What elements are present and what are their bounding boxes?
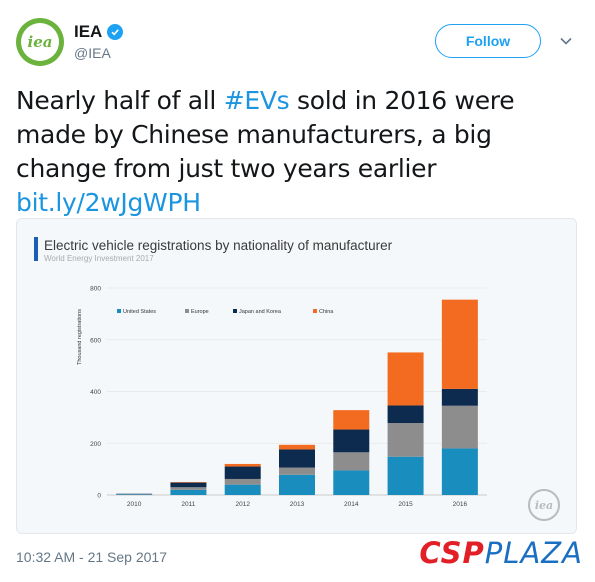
bar-segment bbox=[279, 467, 315, 475]
display-name[interactable]: IEA bbox=[74, 22, 103, 41]
bar-segment bbox=[387, 456, 424, 495]
follow-button[interactable]: Follow bbox=[435, 24, 541, 58]
x-tick-label: 2011 bbox=[181, 501, 195, 508]
tweet-text-part: sold in 2016 were made by Chinese manufa… bbox=[16, 86, 515, 183]
y-tick-label: 800 bbox=[90, 286, 101, 293]
bar-segment bbox=[333, 410, 370, 430]
legend-label: Europe bbox=[191, 309, 209, 315]
bar-segment bbox=[387, 423, 424, 457]
account-name-block: IEA @IEA bbox=[74, 22, 124, 61]
title-accent-bar bbox=[34, 237, 38, 261]
tweet-text-part: Nearly half of all bbox=[16, 86, 224, 115]
bar-segment bbox=[387, 352, 424, 406]
avatar-logo-text: iea bbox=[21, 23, 59, 61]
iea-logo-text: iea bbox=[535, 499, 553, 512]
x-tick-label: 2014 bbox=[344, 501, 359, 508]
tweet-header: iea IEA @IEA Follow bbox=[16, 14, 579, 70]
tweet-timestamp[interactable]: 10:32 AM - 21 Sep 2017 bbox=[16, 549, 167, 565]
chevron-down-icon[interactable] bbox=[559, 34, 573, 48]
bar-segment bbox=[441, 448, 478, 495]
bar-segment bbox=[224, 463, 261, 467]
y-tick-label: 0 bbox=[97, 493, 101, 500]
watermark-part-1: CSP bbox=[419, 536, 485, 570]
watermark-part-2: PLAZA bbox=[484, 536, 583, 570]
bar-segment bbox=[279, 444, 315, 450]
x-tick-label: 2015 bbox=[398, 501, 413, 508]
x-tick-label: 2012 bbox=[235, 501, 250, 508]
bar-segment bbox=[333, 429, 370, 453]
bar-segment bbox=[116, 493, 153, 495]
y-tick-label: 600 bbox=[90, 337, 101, 344]
bar-segment bbox=[224, 478, 261, 485]
y-axis-label: Thousand registrations bbox=[77, 309, 83, 365]
bar-segment bbox=[224, 484, 261, 495]
bar-segment bbox=[387, 405, 424, 424]
stacked-bar-chart: Electric vehicle registrations by nation… bbox=[34, 237, 560, 521]
bar-segment bbox=[170, 489, 207, 495]
display-name-row[interactable]: IEA bbox=[74, 22, 124, 42]
chart-subtitle: World Energy Investment 2017 bbox=[44, 254, 154, 263]
bar-segment bbox=[279, 474, 315, 495]
x-tick-label: 2016 bbox=[453, 501, 468, 508]
tweet-text: Nearly half of all #EVs sold in 2016 wer… bbox=[16, 84, 576, 220]
bar-segment bbox=[224, 466, 261, 479]
watermark-logo: CSPPLAZA bbox=[419, 536, 583, 570]
x-tick-label: 2010 bbox=[127, 501, 142, 508]
bar-segment bbox=[441, 405, 478, 449]
legend-swatch bbox=[117, 309, 121, 313]
bar-segment bbox=[441, 299, 478, 389]
bar-segment bbox=[441, 388, 478, 406]
legend-label: United States bbox=[123, 309, 156, 315]
y-tick-label: 400 bbox=[90, 389, 101, 396]
bar-segment bbox=[170, 482, 207, 483]
legend-swatch bbox=[185, 309, 189, 313]
iea-logo-icon: iea bbox=[528, 489, 560, 521]
account-handle[interactable]: @IEA bbox=[74, 45, 111, 61]
media-card[interactable]: Electric vehicle registrations by nation… bbox=[16, 218, 577, 534]
legend-swatch bbox=[313, 309, 317, 313]
hashtag-link[interactable]: #EVs bbox=[223, 86, 290, 115]
tweet-url-link[interactable]: bit.ly/2wJgWPH bbox=[16, 188, 201, 217]
bar-segment bbox=[170, 482, 207, 488]
bar-segment bbox=[279, 449, 315, 468]
legend-label: Japan and Korea bbox=[239, 309, 282, 315]
bar-segment bbox=[116, 494, 153, 495]
x-tick-label: 2013 bbox=[290, 501, 305, 508]
y-tick-label: 200 bbox=[90, 441, 101, 448]
bar-segment bbox=[333, 470, 370, 495]
legend-label: China bbox=[319, 309, 334, 315]
bar-segment bbox=[333, 452, 370, 471]
chart-title: Electric vehicle registrations by nation… bbox=[44, 238, 393, 253]
legend-swatch bbox=[233, 309, 237, 313]
bar-segment bbox=[170, 487, 207, 490]
verified-badge-icon bbox=[107, 24, 124, 40]
avatar[interactable]: iea bbox=[16, 18, 64, 66]
